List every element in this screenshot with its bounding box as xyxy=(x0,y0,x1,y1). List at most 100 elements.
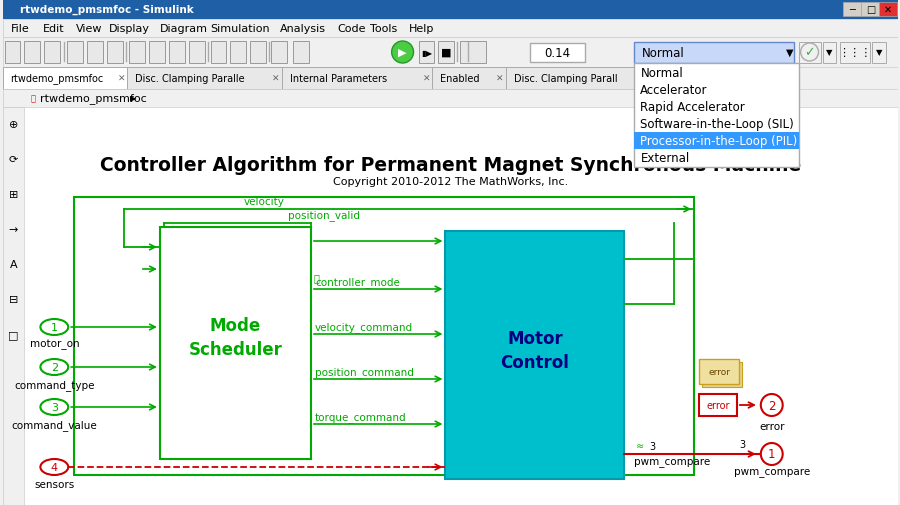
FancyBboxPatch shape xyxy=(460,42,486,64)
Text: A: A xyxy=(10,260,17,270)
Text: ✕: ✕ xyxy=(422,74,430,83)
Text: rtwdemo_pmsmfoc: rtwdemo_pmsmfoc xyxy=(40,93,147,104)
Text: 1: 1 xyxy=(768,447,776,461)
Text: ✕: ✕ xyxy=(496,74,503,83)
Ellipse shape xyxy=(40,359,68,375)
FancyBboxPatch shape xyxy=(3,90,898,108)
FancyBboxPatch shape xyxy=(634,64,798,168)
Text: ✕: ✕ xyxy=(884,5,892,15)
Text: ▮▶: ▮▶ xyxy=(421,48,432,58)
Circle shape xyxy=(760,394,783,416)
Ellipse shape xyxy=(40,459,68,475)
FancyBboxPatch shape xyxy=(107,42,123,64)
Text: torque_command: torque_command xyxy=(315,411,407,422)
Text: position_command: position_command xyxy=(315,366,414,377)
Text: Code: Code xyxy=(338,24,366,34)
Text: Help: Help xyxy=(410,24,435,34)
Text: Diagram: Diagram xyxy=(159,24,208,34)
FancyBboxPatch shape xyxy=(3,108,24,505)
Text: 0.14: 0.14 xyxy=(544,46,570,60)
Text: Display: Display xyxy=(108,24,149,34)
Text: Motor
Control: Motor Control xyxy=(500,330,570,371)
FancyBboxPatch shape xyxy=(68,42,83,64)
FancyBboxPatch shape xyxy=(3,0,898,20)
Text: 4: 4 xyxy=(50,462,58,472)
Text: ▶: ▶ xyxy=(399,48,407,58)
Text: →: → xyxy=(9,225,18,234)
Circle shape xyxy=(392,42,413,64)
FancyBboxPatch shape xyxy=(872,43,886,64)
Text: ≈: ≈ xyxy=(636,440,644,450)
FancyBboxPatch shape xyxy=(446,231,625,479)
Text: pwm_compare: pwm_compare xyxy=(734,467,810,477)
Text: ⟳: ⟳ xyxy=(9,155,18,165)
Text: Controller Algorithm for Permanent Magnet Synchronous Machine: Controller Algorithm for Permanent Magne… xyxy=(100,155,801,174)
FancyBboxPatch shape xyxy=(168,42,184,64)
Text: ✕: ✕ xyxy=(650,74,657,83)
Text: controller_mode: controller_mode xyxy=(315,277,400,287)
Text: Disc. Clamping Parall: Disc. Clamping Parall xyxy=(514,74,617,84)
Text: position_valid: position_valid xyxy=(288,210,360,221)
Text: ▼: ▼ xyxy=(786,48,793,58)
Ellipse shape xyxy=(40,319,68,335)
Text: Processor-in-the-Loop (PIL): Processor-in-the-Loop (PIL) xyxy=(641,135,797,147)
Text: ✕: ✕ xyxy=(272,74,279,83)
FancyBboxPatch shape xyxy=(24,108,898,505)
FancyBboxPatch shape xyxy=(87,42,104,64)
FancyBboxPatch shape xyxy=(271,42,287,64)
FancyBboxPatch shape xyxy=(702,362,742,387)
Circle shape xyxy=(801,44,818,62)
FancyBboxPatch shape xyxy=(128,68,282,90)
FancyBboxPatch shape xyxy=(293,42,309,64)
Ellipse shape xyxy=(40,399,68,415)
Text: External: External xyxy=(641,152,689,165)
FancyBboxPatch shape xyxy=(530,44,585,63)
FancyBboxPatch shape xyxy=(879,3,897,17)
FancyBboxPatch shape xyxy=(3,38,898,68)
FancyBboxPatch shape xyxy=(843,3,861,17)
FancyBboxPatch shape xyxy=(438,42,454,64)
FancyBboxPatch shape xyxy=(24,42,40,64)
Text: ⌒: ⌒ xyxy=(313,273,319,282)
Text: ⊟: ⊟ xyxy=(9,294,18,305)
Text: motor_on: motor_on xyxy=(30,339,79,350)
FancyBboxPatch shape xyxy=(148,42,165,64)
FancyBboxPatch shape xyxy=(129,42,145,64)
Text: rtwdemo_pmsmfoc: rtwdemo_pmsmfoc xyxy=(11,73,104,84)
Text: Enabled: Enabled xyxy=(440,74,480,84)
Text: 2: 2 xyxy=(50,362,58,372)
FancyBboxPatch shape xyxy=(250,42,266,64)
Text: velocity: velocity xyxy=(243,196,284,207)
Circle shape xyxy=(760,443,783,465)
FancyBboxPatch shape xyxy=(3,68,128,90)
Text: Copyright 2010-2012 The MathWorks, Inc.: Copyright 2010-2012 The MathWorks, Inc. xyxy=(333,177,568,187)
Text: Software-in-the-Loop (SIL): Software-in-the-Loop (SIL) xyxy=(641,118,794,131)
Text: ✕: ✕ xyxy=(118,74,125,83)
Text: Simulation: Simulation xyxy=(211,24,270,34)
FancyBboxPatch shape xyxy=(506,68,660,90)
Text: Disc. Clamping Paralle: Disc. Clamping Paralle xyxy=(135,74,245,84)
Text: rtwdemo_pmsmfoc - Simulink: rtwdemo_pmsmfoc - Simulink xyxy=(21,5,194,15)
FancyBboxPatch shape xyxy=(282,68,432,90)
FancyBboxPatch shape xyxy=(634,43,794,64)
Text: error: error xyxy=(759,421,785,431)
Text: ⋮⋮⋮: ⋮⋮⋮ xyxy=(838,48,871,58)
Text: Rapid Accelerator: Rapid Accelerator xyxy=(641,101,745,114)
Text: pwm_compare: pwm_compare xyxy=(634,457,711,467)
Text: Normal: Normal xyxy=(641,67,683,80)
Text: Accelerator: Accelerator xyxy=(641,84,708,97)
Text: ■: ■ xyxy=(441,48,452,58)
Text: 3: 3 xyxy=(50,402,58,412)
FancyBboxPatch shape xyxy=(634,133,798,149)
Text: ⊕: ⊕ xyxy=(9,120,18,130)
Text: File: File xyxy=(11,24,30,34)
Text: velocity_command: velocity_command xyxy=(315,322,413,332)
Text: sensors: sensors xyxy=(34,479,75,489)
FancyBboxPatch shape xyxy=(841,43,870,64)
FancyBboxPatch shape xyxy=(3,20,898,38)
Text: ⊞: ⊞ xyxy=(9,189,18,199)
Text: 2: 2 xyxy=(768,399,776,412)
Text: Analysis: Analysis xyxy=(281,24,327,34)
Text: 3: 3 xyxy=(650,441,655,451)
Text: 1: 1 xyxy=(50,322,58,332)
